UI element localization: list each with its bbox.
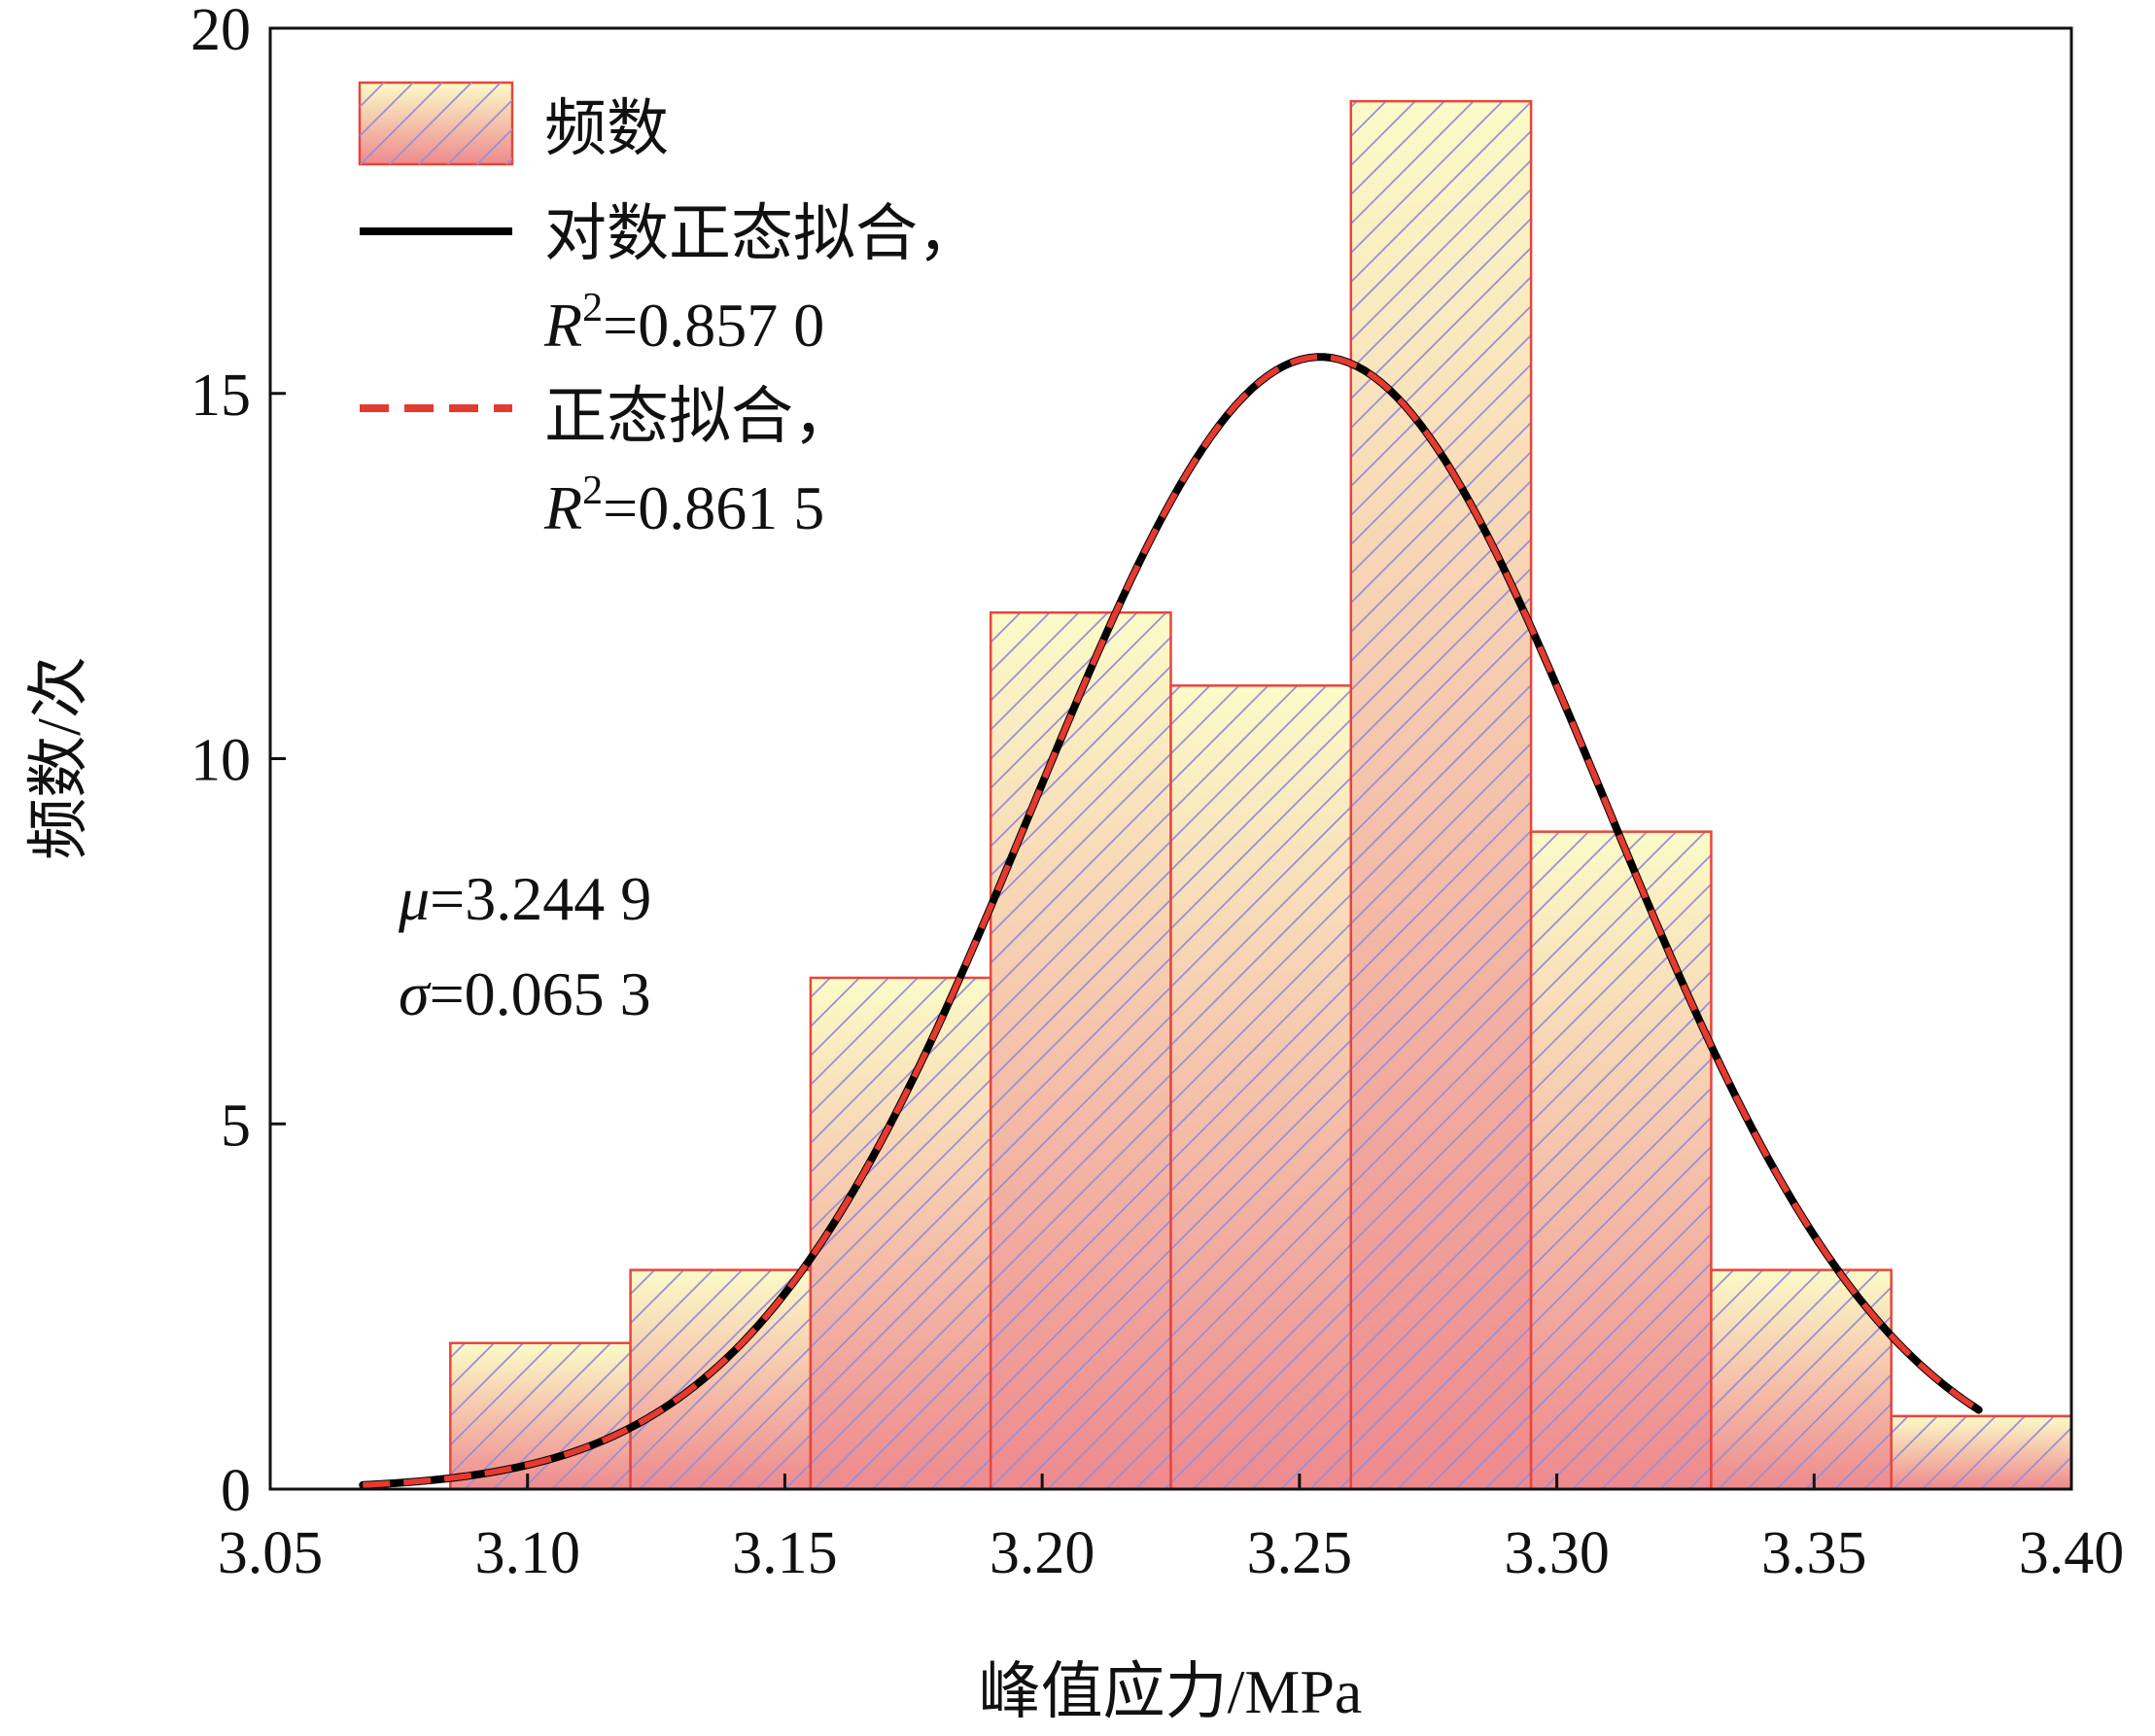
y-tick-label: 15 [191,363,251,429]
histogram-bar-outline [449,1341,632,1491]
histogram-bar [629,1268,813,1491]
sigma-value: =0.065 3 [430,959,651,1028]
x-tick-label: 3.25 [1247,1520,1353,1586]
y-tick-label: 0 [221,1458,251,1524]
normal-fit-curve [363,354,1981,1488]
histogram-bar [1529,830,1713,1491]
legend-lognormal-r2: R2=0.857 0 [543,286,824,360]
x-tick-label: 3.35 [1761,1520,1867,1586]
legend-lognormal-r2-value: =0.857 0 [603,291,824,360]
legend-lognormal-label: 对数正态拟合， [544,199,980,268]
histogram-bar [1890,1414,2073,1491]
histogram-bar-outline [1349,99,1533,1491]
x-axis-title: 峰值应力/MPa [979,1657,1363,1726]
x-tick-label: 3.40 [2019,1520,2125,1586]
histogram-bar-outline [809,976,992,1491]
histogram-bar [809,976,992,1491]
y-tick-label: 20 [191,0,251,63]
y-tick-label: 10 [191,728,251,794]
histogram-bar [1349,99,1533,1491]
x-tick-label: 3.15 [732,1520,838,1586]
sigma-symbol: σ [399,959,432,1028]
legend: 频数 对数正态拟合， R2=0.857 0 正态拟合， R2=0.861 5 [358,81,980,542]
histogram-bar [449,1341,632,1491]
x-tick-label: 3.20 [990,1520,1095,1586]
legend-normal-label: 正态拟合， [544,382,855,451]
mu-annotation: μ=3.244 9 [398,864,651,933]
legend-normal-r2: R2=0.861 5 [543,469,824,542]
bars-layer [449,99,2073,1491]
histogram-bar-outline [1890,1414,2073,1491]
x-tick-label: 3.05 [218,1520,324,1586]
x-tick-label: 3.30 [1504,1520,1610,1586]
sigma-annotation: σ=0.065 3 [399,959,651,1028]
legend-lognormal-r2-symbol: R [543,291,582,360]
legend-lognormal-r2-sup: 2 [582,286,603,330]
histogram-bar-outline [629,1268,813,1491]
mu-symbol: μ [398,864,430,933]
y-axis-title: 频数/次 [24,656,93,860]
legend-normal-r2-value: =0.861 5 [603,473,824,542]
curves-layer [359,353,1983,1489]
axes-layer: 3.05 3.10 3.15 3.20 3.25 3.30 3.35 3.40 0 5 10 15 20 [191,0,2124,1586]
legend-normal-r2-symbol: R [543,473,582,542]
y-tick-label: 5 [221,1093,251,1159]
legend-histogram-label: 频数 [544,94,669,163]
histogram-bar-outline [989,610,1172,1491]
histogram-bar [989,610,1172,1491]
mu-value: =3.244 9 [430,864,651,933]
histogram-bar [1169,684,1353,1491]
legend-histogram-hatch [360,83,512,164]
legend-normal-r2-sup: 2 [582,469,603,513]
x-tick-label: 3.10 [474,1520,580,1586]
histogram-bar-outline [1169,684,1353,1491]
histogram-bar-outline [1529,830,1713,1491]
